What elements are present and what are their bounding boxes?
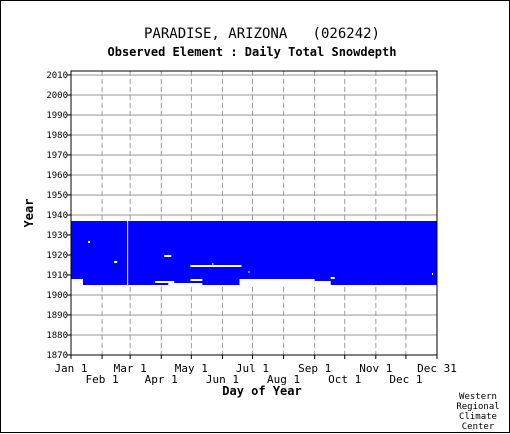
credit-line: Western [459, 392, 497, 402]
x-tick-label: Oct 1 [328, 373, 361, 386]
missing-data-gap [71, 281, 84, 285]
x-tick-label: Sep 1 [298, 362, 331, 375]
x-tick-label: Dec 31 [417, 362, 457, 375]
missing-data-gap [330, 277, 335, 279]
chart-title: PARADISE, ARIZONA (026242) [144, 26, 380, 42]
y-tick-label: 1930 [46, 231, 68, 241]
missing-data-gap [212, 263, 214, 265]
missing-data-gap [248, 271, 250, 273]
y-tick-label: 1990 [46, 111, 68, 121]
y-tick-label: 1910 [46, 271, 68, 281]
missing-data-gap [114, 261, 118, 263]
y-tick-label: 1940 [46, 211, 68, 221]
y-tick-label: 1870 [46, 351, 68, 361]
y-tick-label: 1970 [46, 151, 68, 161]
chart-subtitle: Observed Element : Daily Total Snowdepth [108, 45, 397, 59]
x-axis-label: Day of Year [222, 384, 301, 398]
data-layer [71, 221, 437, 285]
y-tick-label: 1920 [46, 251, 68, 261]
credit-line: Center [462, 422, 495, 432]
x-axis-ticks: Jan 1 Mar 1 May 1 Jul 1 Sep 1 Nov 1 Dec 31 Feb … [54, 355, 457, 386]
x-tick-label: Jan 1 [54, 362, 87, 375]
x-tick-label: Mar 1 [114, 362, 147, 375]
y-tick-label: 1890 [46, 311, 68, 321]
credit-line: Climate [459, 412, 497, 422]
plot-area [71, 71, 437, 355]
x-tick-label: Dec 1 [389, 373, 422, 386]
missing-data-gap [431, 273, 433, 275]
x-tick-label: Feb 1 [86, 373, 119, 386]
missing-data-gap [127, 221, 129, 285]
y-axis-label: Year [22, 199, 36, 228]
missing-data-gap [164, 255, 172, 257]
missing-data-gap [88, 241, 91, 243]
missing-data-gap [190, 265, 242, 267]
credit-block: Western Regional Climate Center [456, 392, 499, 432]
x-tick-label: Aug 1 [267, 373, 300, 386]
x-tick-label: May 1 [175, 362, 208, 375]
missing-data-gap [190, 279, 203, 281]
x-tick-label: Apr 1 [145, 373, 178, 386]
y-tick-label: 2000 [46, 91, 68, 101]
missing-data-gap [71, 279, 84, 281]
y-axis-ticks: 1870 1880 1890 1900 1910 1920 1930 1940 1950 1960… [46, 71, 71, 361]
missing-data-gap [168, 283, 203, 285]
y-tick-label: 1950 [46, 191, 68, 201]
y-tick-label: 1900 [46, 291, 68, 301]
x-tick-label: Jun 1 [206, 373, 239, 386]
credit-line: Regional [456, 402, 499, 412]
observed-data-block [71, 221, 437, 285]
missing-data-gap [239, 279, 315, 285]
plot-border [70, 70, 438, 356]
y-tick-label: 2010 [46, 71, 68, 81]
y-tick-label: 1960 [46, 171, 68, 181]
missing-data-gap [314, 281, 331, 285]
x-tick-label: Nov 1 [359, 362, 392, 375]
y-tick-label: 1880 [46, 331, 68, 341]
x-tick-label: Jul 1 [236, 362, 269, 375]
missing-data-gap [155, 281, 175, 283]
observed-data-band [71, 221, 315, 223]
y-tick-label: 1980 [46, 131, 68, 141]
